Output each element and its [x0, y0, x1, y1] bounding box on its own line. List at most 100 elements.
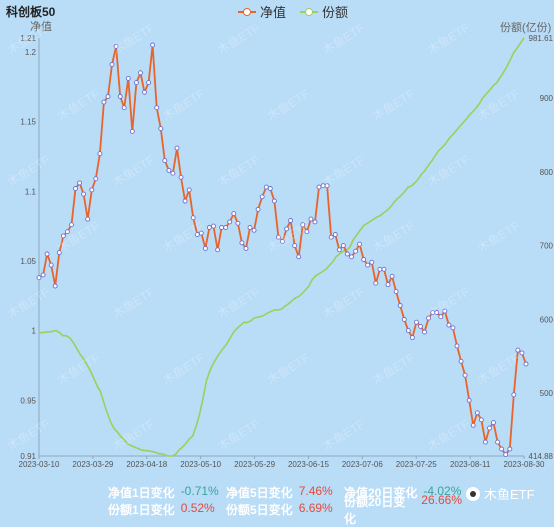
nav-point [365, 262, 371, 268]
nav-point [507, 446, 513, 452]
nav-point [121, 105, 127, 111]
nav-point [357, 241, 363, 247]
nav-point [442, 308, 448, 314]
y-right-tick-label: 414.88 [529, 452, 554, 461]
nav-point [52, 283, 58, 289]
nav-point [466, 397, 472, 403]
nav-point [170, 170, 176, 176]
nav-point [154, 105, 160, 111]
nav-line-icon [238, 7, 256, 17]
legend-label-nav: 净值 [260, 5, 287, 20]
nav-point [206, 225, 212, 230]
nav-point [227, 219, 233, 225]
nav-point [369, 259, 375, 265]
nav-point [405, 328, 411, 334]
nav-point [271, 198, 277, 204]
brand-text: 木鱼ETF [484, 487, 535, 502]
nav-point [344, 251, 350, 257]
nav-point [174, 145, 180, 151]
x-tick-label: 2023-06-15 [288, 460, 329, 469]
nav-point [211, 223, 216, 229]
nav-point [60, 233, 66, 239]
nav-point [381, 266, 387, 272]
nav-point [413, 319, 419, 325]
nav-point [235, 220, 241, 226]
nav-point [101, 99, 107, 105]
nav-point [393, 289, 399, 295]
legend-item-nav[interactable]: 净值 [238, 2, 286, 21]
nav-point [125, 75, 131, 81]
nav-point [259, 194, 265, 200]
nav-point [215, 247, 221, 253]
stat-shares-1d: 份额1日变化 0.52% [108, 501, 215, 517]
nav-point [361, 257, 367, 262]
nav-point [324, 183, 330, 189]
nav-point [519, 350, 525, 356]
stat-value: 7.46% [298, 484, 333, 498]
legend-item-shares[interactable]: 份额 [300, 2, 348, 21]
y-left-tick-label: 1.05 [20, 257, 36, 266]
nav-point [438, 314, 444, 320]
nav-point [458, 358, 464, 364]
chart-title: 科创板50 [6, 5, 56, 19]
nav-point [81, 191, 87, 197]
nav-point [223, 225, 229, 230]
stat-value: 26.66% [421, 492, 462, 507]
stat-shares-20d: 份额20日变化 26.66% [344, 492, 462, 526]
nav-point [353, 248, 359, 254]
x-tick-label: 2023-05-10 [180, 460, 221, 469]
nav-point [332, 232, 338, 237]
y-left-tick-label: 1.1 [25, 187, 37, 196]
nav-point [336, 247, 342, 253]
nav-point [178, 174, 184, 180]
nav-point [304, 229, 310, 235]
nav-point [73, 186, 78, 191]
y-left-tick-label: 1.15 [20, 118, 36, 127]
nav-point [320, 183, 326, 189]
nav-point [454, 343, 460, 349]
nav-point [243, 245, 249, 251]
nav-point [487, 425, 492, 431]
legend-label-shares: 份额 [322, 5, 349, 20]
nav-point [340, 243, 346, 249]
nav-point [138, 70, 143, 76]
stats-panel: 净值1日变化 -0.71% 净值5日变化 7.46% 净值20日变化 -4.02% 份… [108, 484, 462, 526]
y-left-tick-label: 0.91 [20, 452, 36, 461]
nav-point [491, 420, 496, 426]
nav-point [251, 227, 257, 233]
stat-value: 6.69% [298, 501, 333, 515]
nav-point [308, 216, 314, 222]
nav-point [511, 392, 517, 398]
nav-point [389, 273, 395, 279]
nav-point [158, 126, 164, 132]
brand: 木鱼ETF [466, 484, 535, 503]
nav-point [48, 262, 54, 268]
nav-point [503, 452, 509, 458]
nav-point [280, 238, 285, 244]
nav-point [275, 234, 281, 240]
nav-point [482, 439, 488, 445]
nav-point [312, 219, 318, 225]
stat-nav-1d: 净值1日变化 -0.71% [108, 484, 219, 500]
x-tick-label: 2023-03-10 [19, 460, 60, 469]
shares-line-icon [300, 7, 319, 17]
nav-point [515, 347, 521, 353]
nav-point [263, 184, 269, 190]
y-left-tick-label: 1.21 [20, 34, 36, 43]
nav-point [239, 240, 245, 246]
nav-point [194, 232, 200, 237]
right-axis-label: 份额(亿份) [500, 22, 552, 34]
nav-point [142, 89, 147, 95]
nav-point [474, 410, 480, 416]
nav-point [150, 42, 156, 48]
nav-point [64, 229, 70, 235]
x-tick-label: 2023-04-18 [126, 460, 167, 469]
nav-point [499, 446, 505, 452]
x-tick-label: 2023-07-25 [396, 460, 437, 469]
y-left-tick-label: 1.2 [25, 48, 37, 57]
nav-point [409, 335, 415, 341]
left-axis-label: 净值 [30, 21, 52, 33]
nav-point [523, 361, 529, 367]
nav-point [105, 94, 111, 99]
